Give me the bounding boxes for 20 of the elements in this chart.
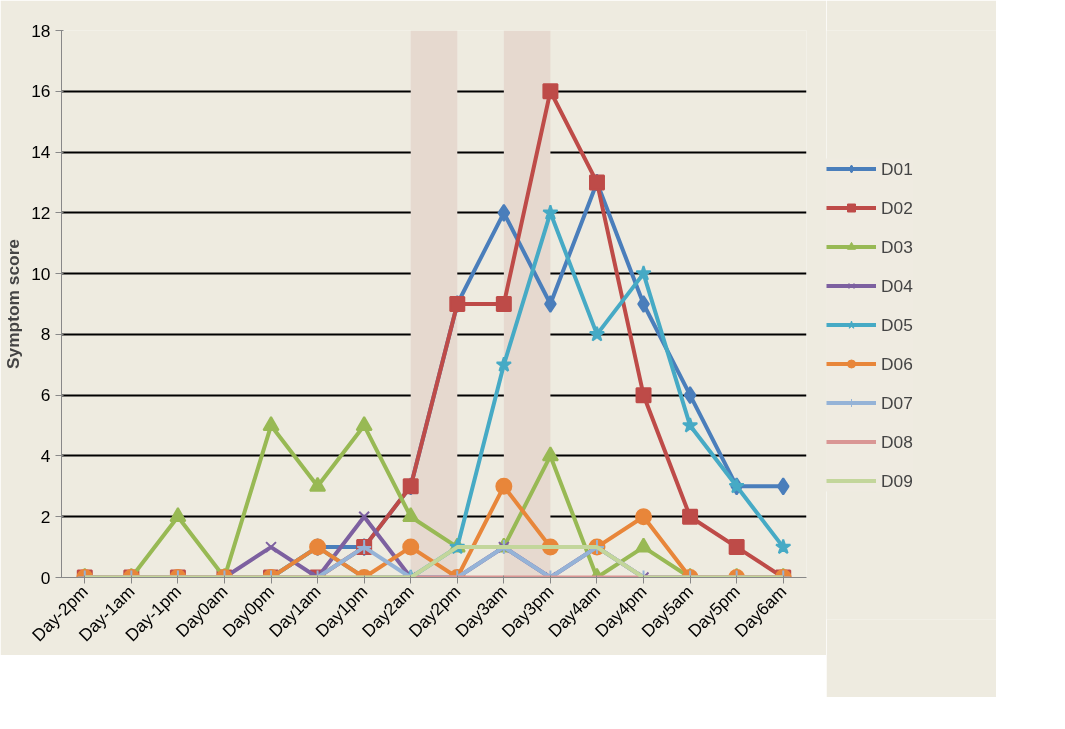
legend-label: D05 — [881, 314, 913, 335]
y-tick-label: 12 — [31, 202, 51, 223]
y-tick-label: 10 — [31, 263, 51, 284]
y-tick-label: 0 — [40, 567, 51, 588]
y-tick-label: 6 — [40, 385, 51, 406]
legend-label: D09 — [881, 470, 913, 491]
legend-label: D02 — [881, 197, 913, 218]
y-tick-label: 14 — [31, 142, 51, 163]
legend-label: D01 — [881, 158, 913, 179]
y-tick-label: 2 — [40, 506, 51, 527]
y-axis-title: Symptom score — [3, 238, 24, 369]
y-tick-label: 16 — [31, 81, 51, 102]
y-tick-label: 8 — [40, 324, 51, 345]
legend-label: D04 — [881, 275, 913, 296]
y-tick-label: 18 — [31, 20, 51, 41]
y-tick-label: 4 — [40, 445, 51, 466]
legend-label: D03 — [881, 236, 913, 257]
legend-label: D07 — [881, 392, 913, 413]
legend-label: D08 — [881, 431, 913, 452]
legend-label: D06 — [881, 353, 913, 374]
